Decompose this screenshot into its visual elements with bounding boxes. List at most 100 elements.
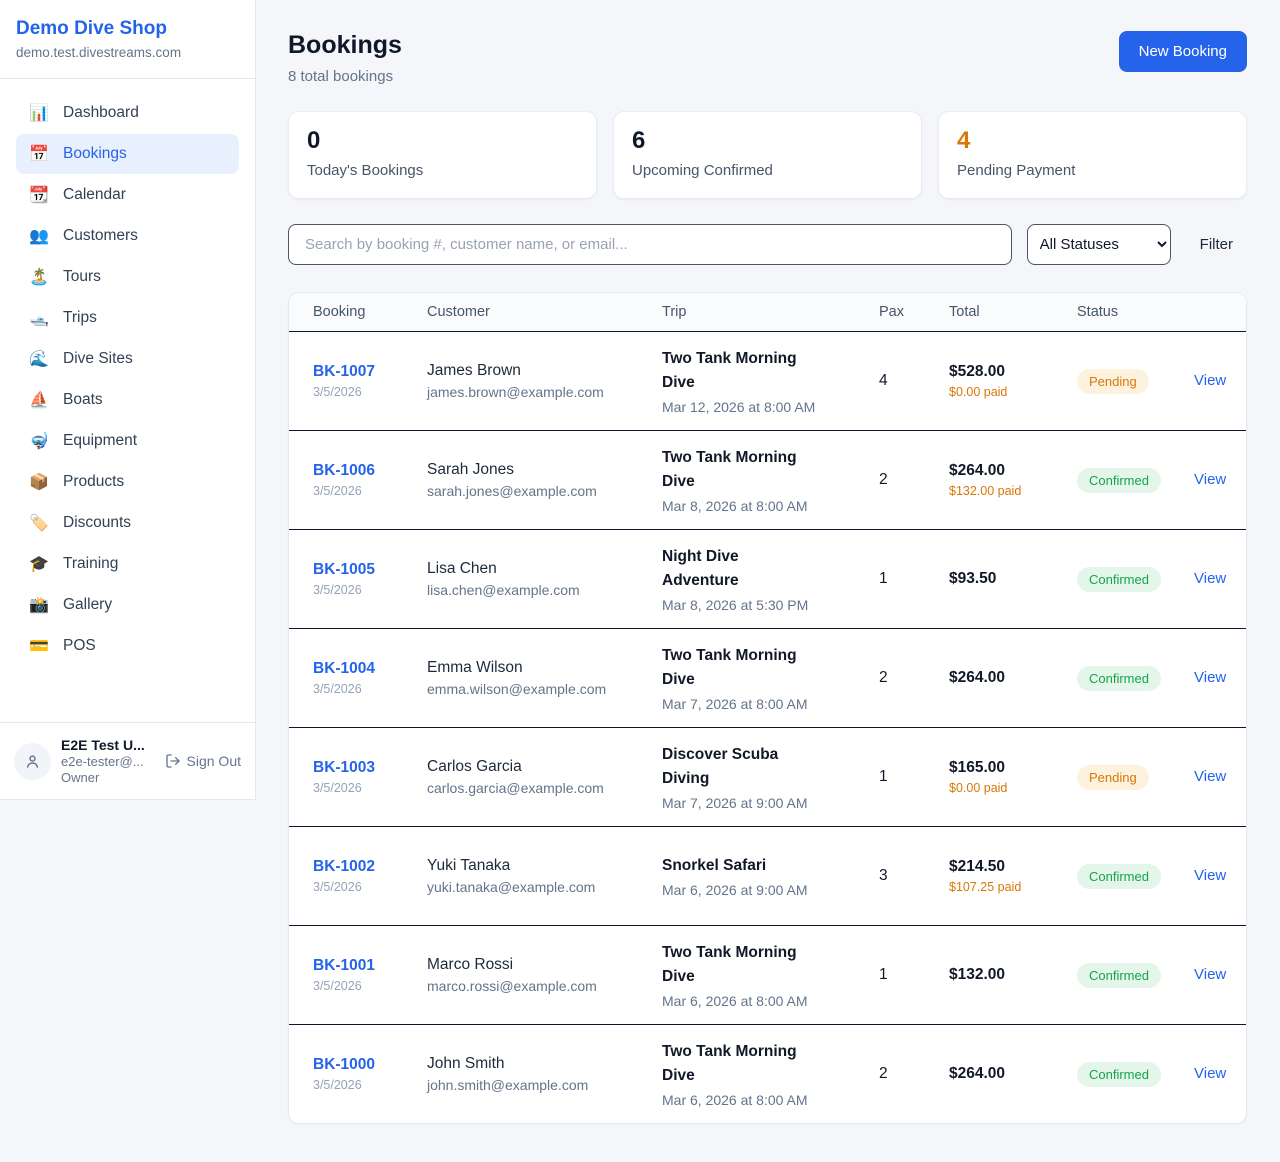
sidebar-item-calendar[interactable]: 📆 Calendar (16, 175, 239, 215)
view-link[interactable]: View (1194, 1065, 1227, 1082)
table-row: BK-1003 3/5/2026 Carlos Garcia carlos.ga… (289, 727, 1246, 826)
total-cell: $264.00 (949, 655, 1077, 701)
sidebar-item-equipment[interactable]: 🤿 Equipment (16, 421, 239, 461)
booking-id-link[interactable]: BK-1003 (313, 759, 376, 776)
booking-date: 3/5/2026 (313, 583, 362, 597)
sailboat-icon: ⛵ (29, 392, 49, 409)
status-cell: Pending (1077, 751, 1194, 804)
sidebar-item-label: Dive Sites (63, 350, 133, 367)
pax-cell: 2 (879, 1065, 888, 1082)
table-row: BK-1007 3/5/2026 James Brown james.brown… (289, 331, 1246, 430)
sidebar-item-pos[interactable]: 💳 POS (16, 626, 239, 666)
sidebar-item-dive-sites[interactable]: 🌊 Dive Sites (16, 339, 239, 379)
booking-date: 3/5/2026 (313, 781, 362, 795)
brand-title: Demo Dive Shop (16, 18, 167, 39)
customer-cell: Carlos Garcia carlos.garcia@example.com (427, 744, 662, 810)
sidebar-item-label: Dashboard (63, 104, 139, 121)
actions-cell: View (1194, 655, 1226, 701)
sidebar-item-discounts[interactable]: 🏷️ Discounts (16, 503, 239, 543)
customer-cell: Lisa Chen lisa.chen@example.com (427, 546, 662, 612)
booking-cell: BK-1004 3/5/2026 (313, 646, 427, 710)
booking-cell: BK-1000 3/5/2026 (313, 1042, 427, 1106)
sidebar-item-boats[interactable]: ⛵ Boats (16, 380, 239, 420)
tear-off-calendar-icon: 📆 (29, 187, 49, 204)
booking-date: 3/5/2026 (313, 1078, 362, 1092)
total-cell: $93.50 (949, 556, 1077, 602)
customer-cell: Emma Wilson emma.wilson@example.com (427, 645, 662, 711)
view-link[interactable]: View (1194, 471, 1227, 488)
sidebar-item-customers[interactable]: 👥 Customers (16, 216, 239, 256)
trip-cell: Two Tank Morning Dive Mar 6, 2026 at 8:0… (662, 1026, 879, 1122)
actions-cell: View (1194, 853, 1226, 899)
stat-card: 6 Upcoming Confirmed (613, 111, 922, 199)
sign-out-button[interactable]: Sign Out (165, 753, 241, 769)
actions-cell: View (1194, 457, 1226, 503)
booking-id-link[interactable]: BK-1000 (313, 1056, 376, 1073)
booking-id-link[interactable]: BK-1004 (313, 660, 376, 677)
user-role: Owner (61, 770, 100, 785)
view-link[interactable]: View (1194, 570, 1227, 587)
status-badge: Confirmed (1077, 665, 1161, 691)
table-header-row: Booking Customer Trip Pax Total Status (289, 293, 1246, 331)
user-section: E2E Test U... e2e-tester@... Owner Sign … (0, 722, 255, 799)
sidebar-item-products[interactable]: 📦 Products (16, 462, 239, 502)
total-amount: $264.00 (949, 669, 1006, 686)
view-link[interactable]: View (1194, 372, 1227, 389)
paid-amount: $0.00 paid (949, 385, 1008, 399)
booking-id-link[interactable]: BK-1005 (313, 561, 376, 578)
sidebar-item-label: Gallery (63, 596, 113, 613)
booking-id-link[interactable]: BK-1007 (313, 363, 376, 380)
sidebar-item-dashboard[interactable]: 📊 Dashboard (16, 93, 239, 133)
sidebar-item-label: Trips (63, 309, 97, 326)
customer-email: yuki.tanaka@example.com (427, 879, 596, 895)
pax-cell: 1 (879, 768, 888, 785)
view-link[interactable]: View (1194, 966, 1227, 983)
stat-value: 6 (632, 127, 646, 154)
table-body: BK-1007 3/5/2026 James Brown james.brown… (289, 331, 1246, 1123)
sign-out-icon (165, 754, 180, 768)
status-cell: Confirmed (1077, 1048, 1194, 1101)
total-amount: $132.00 (949, 966, 1006, 983)
customer-cell: Yuki Tanaka yuki.tanaka@example.com (427, 843, 662, 909)
total-amount: $264.00 (949, 1065, 1006, 1082)
table-row: BK-1005 3/5/2026 Lisa Chen lisa.chen@exa… (289, 529, 1246, 628)
new-booking-button[interactable]: New Booking (1118, 31, 1247, 72)
customer-name: Yuki Tanaka (427, 857, 511, 874)
column-header-total: Total (949, 304, 980, 320)
status-badge: Confirmed (1077, 962, 1161, 988)
status-badge: Confirmed (1077, 467, 1161, 493)
avatar (14, 742, 51, 780)
status-filter-select[interactable]: All Statuses (1026, 224, 1171, 265)
booking-cell: BK-1006 3/5/2026 (313, 448, 427, 512)
status-badge: Confirmed (1077, 566, 1161, 592)
sidebar-item-label: Boats (63, 391, 103, 408)
trip-date: Mar 6, 2026 at 9:00 AM (662, 882, 808, 898)
status-badge: Pending (1077, 764, 1149, 790)
booking-id-link[interactable]: BK-1006 (313, 462, 376, 479)
total-cell: $528.00 $0.00 paid (949, 349, 1077, 413)
customer-name: Sarah Jones (427, 461, 515, 478)
search-input[interactable] (288, 224, 1012, 265)
stat-label: Today's Bookings (307, 161, 424, 179)
total-amount: $165.00 (949, 759, 1006, 776)
page-title: Bookings (288, 31, 402, 59)
table-row: BK-1000 3/5/2026 John Smith john.smith@e… (289, 1024, 1246, 1123)
view-link[interactable]: View (1194, 669, 1227, 686)
booking-id-link[interactable]: BK-1002 (313, 858, 376, 875)
pax-cell: 4 (879, 372, 888, 389)
view-link[interactable]: View (1194, 867, 1227, 884)
column-header-trip: Trip (662, 304, 687, 320)
sidebar-item-gallery[interactable]: 📸 Gallery (16, 585, 239, 625)
trip-cell: Two Tank Morning Dive Mar 12, 2026 at 8:… (662, 333, 879, 429)
stat-card: 4 Pending Payment (938, 111, 1247, 199)
table-row: BK-1002 3/5/2026 Yuki Tanaka yuki.tanaka… (289, 826, 1246, 925)
sidebar-item-bookings[interactable]: 📅 Bookings (16, 134, 239, 174)
diving-mask-icon: 🤿 (29, 433, 49, 450)
sidebar-item-training[interactable]: 🎓 Training (16, 544, 239, 584)
sidebar-item-trips[interactable]: 🛥️ Trips (16, 298, 239, 338)
booking-id-link[interactable]: BK-1001 (313, 957, 376, 974)
booking-cell: BK-1007 3/5/2026 (313, 349, 427, 413)
view-link[interactable]: View (1194, 768, 1227, 785)
sidebar-item-tours[interactable]: 🏝️ Tours (16, 257, 239, 297)
filter-button[interactable]: Filter (1186, 236, 1247, 253)
